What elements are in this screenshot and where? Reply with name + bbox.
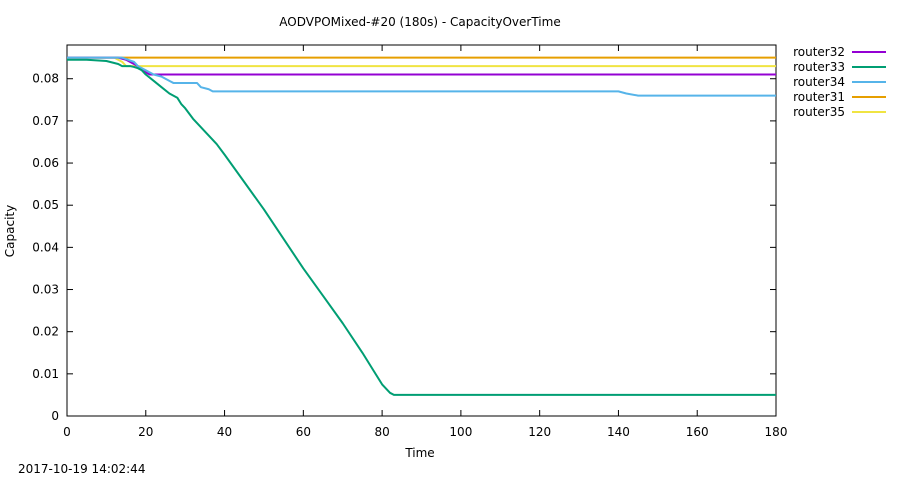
x-tick-label: 120 [528, 425, 551, 439]
x-tick-label: 0 [63, 425, 71, 439]
legend-label: router32 [793, 45, 845, 59]
y-axis-ticks: 0 0.01 0.02 0.03 0.04 0.05 0.06 0.07 0.08 [32, 72, 776, 423]
plot-frame-rect [66, 44, 777, 417]
plot-frame [66, 44, 777, 417]
x-tick-label: 140 [607, 425, 630, 439]
x-axis-label: Time [404, 446, 434, 460]
legend-label: router33 [793, 60, 845, 74]
legend-label: router31 [793, 90, 845, 104]
y-tick-label: 0.05 [32, 198, 59, 212]
y-tick-label: 0.01 [32, 367, 59, 381]
x-tick-label: 80 [374, 425, 389, 439]
y-tick-label: 0 [51, 409, 59, 423]
series-line-router33 [67, 58, 776, 396]
y-axis-label: Capacity [3, 205, 17, 257]
x-tick-label: 20 [138, 425, 153, 439]
y-tick-label: 0.02 [32, 325, 59, 339]
series-line-router35 [67, 56, 776, 68]
series-lines [67, 56, 776, 396]
y-tick-label: 0.03 [32, 283, 59, 297]
x-axis-ticks: 0 20 40 60 80 100 120 140 160 180 [63, 45, 787, 439]
y-tick-label: 0.07 [32, 114, 59, 128]
x-tick-label: 180 [765, 425, 788, 439]
legend-label: router34 [793, 75, 845, 89]
y-tick-label: 0.04 [32, 240, 59, 254]
x-tick-label: 160 [686, 425, 709, 439]
x-tick-label: 60 [296, 425, 311, 439]
chart-title: AODVPOMixed-#20 (180s) - CapacityOverTim… [279, 15, 560, 29]
footer-timestamp: 2017-10-19 14:02:44 [18, 462, 146, 476]
y-tick-label: 0.08 [32, 72, 59, 86]
x-tick-label: 40 [217, 425, 232, 439]
series-line-router34 [67, 56, 776, 97]
y-tick-label: 0.06 [32, 156, 59, 170]
legend-label: router35 [793, 105, 845, 119]
x-tick-label: 100 [449, 425, 472, 439]
